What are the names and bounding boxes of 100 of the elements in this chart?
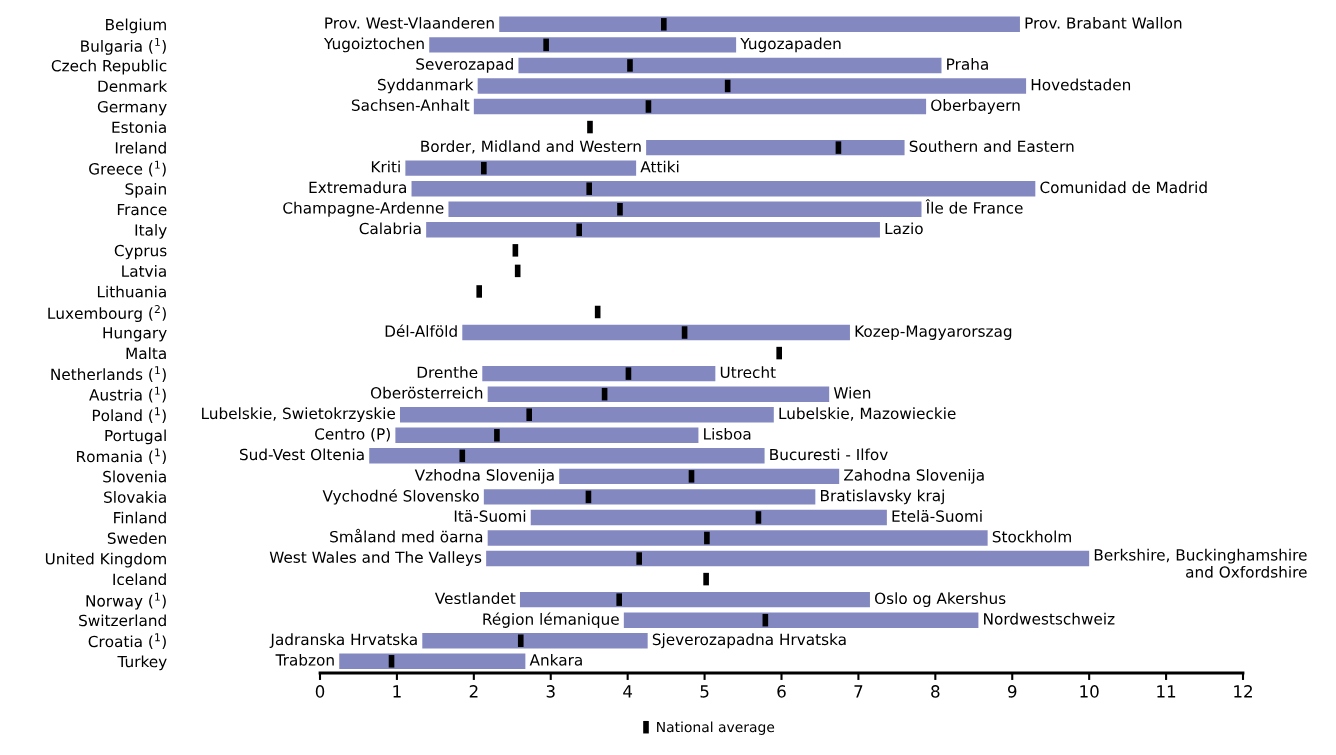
y-tick-label: Lithuania	[97, 285, 166, 298]
x-tick-label: 11	[1157, 685, 1176, 698]
x-tick-label: 12	[1234, 685, 1252, 698]
x-tick-label: 9	[1008, 685, 1017, 698]
x-tick-label: 8	[931, 685, 940, 698]
annotation: Praha	[947, 58, 988, 70]
annotation: Itä-Suomi	[454, 510, 526, 522]
y-tick-label: Belgium	[106, 18, 166, 34]
y-tick-label: Germany	[97, 100, 167, 116]
annotation: Kriti	[371, 160, 400, 173]
bar	[646, 139, 905, 156]
annotation: Etelä-Suomi	[892, 510, 982, 522]
bar	[422, 633, 648, 649]
bar	[519, 591, 870, 608]
y-tick-label: Spain	[125, 182, 166, 198]
bar	[399, 407, 774, 423]
annotation: Severozapad	[416, 58, 513, 73]
bar	[486, 550, 1090, 567]
annotation: Vestlandet	[434, 592, 516, 605]
annotation: Oslo og Akershus	[874, 592, 1006, 608]
x-tick-label: 1	[393, 685, 401, 698]
x-tick-label: 2	[469, 685, 478, 698]
bar	[339, 653, 526, 669]
x-tick-label: 3	[546, 685, 555, 698]
y-tick-label: Hungary	[103, 327, 167, 342]
y-tick-label: Italy	[135, 223, 167, 239]
annotation: Kozep-Magyarorszag	[855, 325, 1012, 340]
annotation: Southern and Eastern	[909, 140, 1074, 153]
annotation: Sjeverozapadna Hrvatska	[652, 633, 846, 649]
annotation: Drenthe	[417, 366, 478, 379]
annotation: Prov. West-Vlaanderen	[325, 16, 494, 29]
annotation: Yugoiztochen	[323, 37, 424, 53]
annotation: Dél-Alföld	[385, 324, 457, 337]
annotation: Yugozapaden	[740, 37, 841, 53]
bar	[487, 386, 830, 402]
annotation: Berkshire, Buckinghamshire and Oxfordshire	[1094, 548, 1307, 578]
annotation: Prov. Brabant Wallon	[1025, 16, 1182, 29]
annotation: Trabzon	[275, 653, 334, 666]
annotation: Lazio	[885, 222, 923, 235]
bar	[499, 16, 1020, 33]
y-tick-label: Finland	[114, 511, 166, 524]
y-tick-label: Netherlands ($^{1}$)	[51, 366, 166, 382]
x-tick-label: 4	[623, 685, 633, 698]
bar	[462, 324, 850, 341]
annotation: Lubelskie, Mazowieckie	[779, 407, 956, 421]
annotation: Île de France	[925, 199, 1023, 214]
annotation: Sud-Vest Oltenia	[239, 448, 364, 461]
x-tick-label: 0	[315, 685, 325, 698]
y-tick-label: Austria ($^{1}$)	[89, 386, 166, 403]
y-tick-label: Czech Republic	[51, 59, 167, 75]
bar	[477, 78, 1027, 94]
x-tick-label: 6	[777, 685, 786, 698]
bar	[487, 530, 988, 546]
annotation: Nordwestschweiz	[984, 612, 1115, 625]
y-tick-label: Norway ($^{1}$)	[86, 592, 166, 610]
annotation: Vzhodna Slovenija	[414, 468, 554, 484]
y-tick-label: Slovakia	[104, 491, 166, 503]
bar	[483, 489, 816, 505]
bar	[530, 509, 887, 526]
annotation: Bucuresti - Ilfov	[770, 448, 888, 461]
y-tick-label: Denmark	[98, 80, 168, 92]
annotation: Centro (P)	[315, 427, 390, 442]
bar	[623, 612, 979, 628]
y-tick-label: Slovenia	[103, 470, 166, 483]
y-tick-label: Switzerland	[79, 614, 166, 627]
annotation: Hovedstaden	[1031, 78, 1131, 91]
y-tick-label: Sweden	[107, 532, 166, 545]
y-tick-label: Poland ($^{1}$)	[92, 407, 166, 423]
annotation: Attiki	[640, 160, 679, 173]
annotation: Sachsen-Anhalt	[351, 99, 470, 111]
bar	[473, 98, 927, 115]
x-tick-label: 5	[700, 685, 709, 698]
annotation: Border, Midland and Western	[421, 140, 641, 154]
annotation: Utrecht	[720, 366, 776, 379]
annotation: Ankara	[529, 653, 582, 666]
y-tick-label: Romania ($^{1}$)	[77, 448, 166, 465]
annotation: Lisboa	[704, 427, 751, 440]
bar	[369, 448, 765, 464]
legend-label: National average	[657, 721, 775, 735]
y-tick-label: Bulgaria ($^{1}$)	[81, 38, 166, 55]
bar	[426, 222, 880, 238]
annotation: Vychodné Slovensko	[322, 489, 479, 505]
y-tick-label: Latvia	[122, 265, 166, 277]
annotation: Småland med öarna	[330, 528, 483, 543]
annotation: Calabria	[359, 222, 421, 235]
annotation: Zahodna Slovenija	[844, 468, 984, 484]
y-tick-label: Luxembourg ($^{2}$)	[48, 305, 166, 322]
annotation: Lubelskie, Swietokrzyskie	[202, 407, 396, 423]
x-tick-label: 10	[1080, 685, 1099, 698]
y-tick-label: Greece ($^{1}$)	[89, 160, 166, 177]
bar	[518, 57, 942, 74]
annotation: West Wales and The Valleys	[269, 551, 482, 566]
annotation: Région lémanique	[483, 612, 619, 628]
y-tick-label: Cyprus	[114, 244, 167, 260]
annotation: Oberbayern	[931, 99, 1020, 114]
y-tick-label: Iceland	[113, 573, 166, 586]
x-tick-label: 7	[854, 685, 863, 698]
y-tick-label: Estonia	[112, 121, 166, 134]
bar	[482, 365, 716, 382]
bar	[448, 201, 922, 217]
